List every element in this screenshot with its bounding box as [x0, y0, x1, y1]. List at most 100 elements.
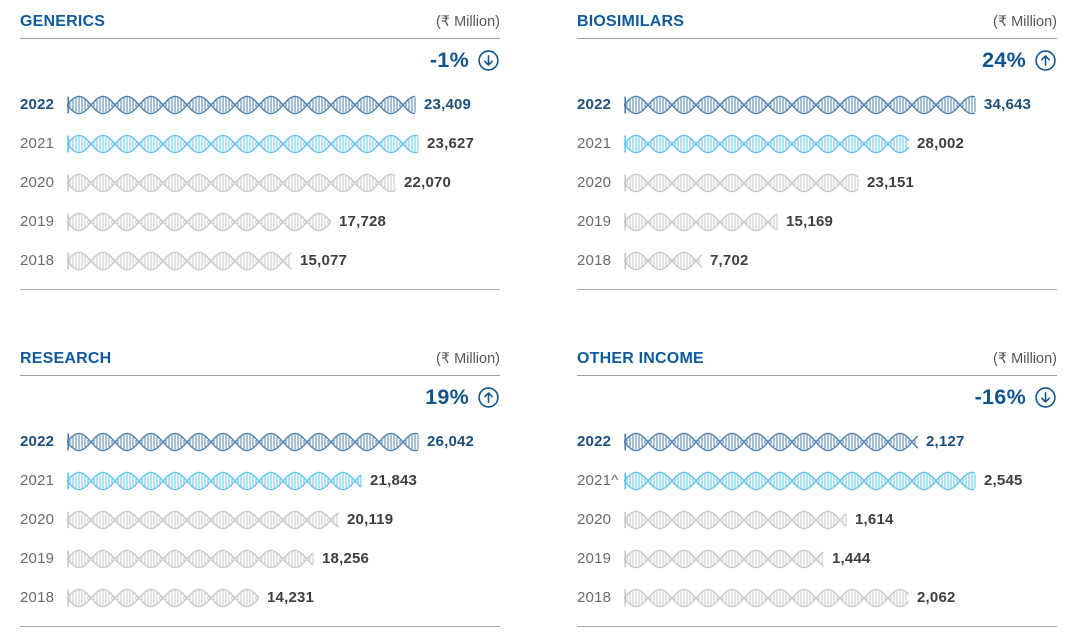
panel-header: BIOSIMILARS (₹ Million): [577, 13, 1057, 31]
value-label: 21,843: [370, 472, 418, 489]
unit-label: (₹ Million): [992, 14, 1057, 30]
value-label: 23,409: [424, 96, 472, 113]
year-label: 2018: [577, 589, 612, 606]
year-label: 2021^: [577, 472, 619, 489]
chart-row: 2018 7,702: [577, 241, 1057, 280]
year-label: 2019: [20, 550, 55, 567]
dna-helix-bar: [67, 470, 362, 492]
year-label: 2018: [20, 252, 55, 269]
unit-label: (₹ Million): [435, 14, 500, 30]
value-label: 2,062: [917, 589, 956, 606]
panel-title: GENERICS: [20, 13, 106, 30]
dna-helix-bar: [624, 250, 702, 272]
dna-helix-bar: [67, 587, 259, 609]
year-label: 2022: [577, 96, 612, 113]
value-label: 22,070: [404, 174, 452, 191]
year-label: 2018: [20, 589, 55, 606]
value-label: 14,231: [267, 589, 315, 606]
chart-row: 2022 2,127: [577, 422, 1057, 461]
dna-helix-bar: [624, 509, 847, 531]
chart-rows: 2022 26,042 2021 21,843 2020 20,119 2019…: [20, 422, 500, 617]
divider: [20, 38, 500, 39]
year-label: 2022: [20, 96, 55, 113]
change-value: 24%: [982, 47, 1026, 72]
chart-row: 2019 1,444: [577, 539, 1057, 578]
chart-rows: 2022 23,409 2021 23,627 2020 22,070 2019…: [20, 85, 500, 280]
chart-rows: 2022 34,643 2021 28,002 2020 23,151 2019…: [577, 85, 1057, 280]
panel-title: OTHER INCOME: [577, 350, 704, 367]
chart-row: 2018 14,231: [20, 578, 500, 617]
chart-row: 2019 17,728: [20, 202, 500, 241]
panel-biosimilars: BIOSIMILARS (₹ Million) 24% 2022 34,643 …: [577, 13, 1057, 290]
year-label: 2020: [20, 174, 55, 191]
panel-other-income: OTHER INCOME (₹ Million) -16% 2022 2,127…: [577, 350, 1057, 627]
chart-row: 2018 2,062: [577, 578, 1057, 617]
chart-rows: 2022 2,127 2021^ 2,545 2020 1,614 2019 1…: [577, 422, 1057, 617]
value-label: 15,169: [786, 213, 834, 230]
year-label: 2022: [577, 433, 612, 450]
dna-helix-bar: [624, 470, 976, 492]
value-label: 1,444: [832, 550, 871, 567]
divider: [577, 38, 1057, 39]
chart-row: 2022 26,042: [20, 422, 500, 461]
value-label: 18,256: [322, 550, 370, 567]
value-label: 28,002: [917, 135, 965, 152]
dna-helix-bar: [624, 133, 909, 155]
dna-helix-bar: [67, 548, 314, 570]
change-row: 19%: [20, 384, 500, 410]
chart-row: 2022 23,409: [20, 85, 500, 124]
value-label: 17,728: [339, 213, 387, 230]
chart-row: 2021^ 2,545: [577, 461, 1057, 500]
panel-title: BIOSIMILARS: [577, 13, 685, 30]
chart-row: 2018 15,077: [20, 241, 500, 280]
circle-arrow-down-icon: [477, 49, 500, 72]
dna-helix-bar: [67, 211, 331, 233]
divider: [577, 289, 1057, 290]
unit-label: (₹ Million): [435, 351, 500, 367]
year-label: 2018: [577, 252, 612, 269]
dna-helix-bar: [624, 431, 918, 453]
unit-label: (₹ Million): [992, 351, 1057, 367]
year-label: 2021: [20, 135, 55, 152]
change-value: -16%: [974, 384, 1026, 409]
circle-arrow-up-icon: [1034, 49, 1057, 72]
value-label: 23,151: [867, 174, 915, 191]
value-label: 1,614: [855, 511, 894, 528]
change-row: -1%: [20, 47, 500, 73]
year-label: 2020: [577, 174, 612, 191]
dna-helix-bar: [624, 587, 909, 609]
divider: [20, 289, 500, 290]
chart-row: 2020 22,070: [20, 163, 500, 202]
year-label: 2019: [577, 213, 612, 230]
dna-helix-bar: [67, 94, 416, 116]
value-label: 15,077: [300, 252, 348, 269]
value-label: 23,627: [427, 135, 475, 152]
dna-helix-bar: [67, 431, 419, 453]
value-label: 7,702: [710, 252, 749, 269]
change-value: -1%: [429, 47, 469, 72]
chart-row: 2021 23,627: [20, 124, 500, 163]
value-label: 2,545: [984, 472, 1023, 489]
dna-helix-bar: [624, 94, 976, 116]
divider: [577, 375, 1057, 376]
chart-row: 2020 23,151: [577, 163, 1057, 202]
change-row: -16%: [577, 384, 1057, 410]
year-label: 2020: [577, 511, 612, 528]
year-label: 2021: [577, 135, 612, 152]
divider: [20, 626, 500, 627]
dna-helix-bar: [624, 548, 824, 570]
dna-helix-bar: [67, 172, 396, 194]
panel-generics: GENERICS (₹ Million) -1% 2022 23,409 202…: [20, 13, 500, 290]
chart-row: 2020 20,119: [20, 500, 500, 539]
circle-arrow-up-icon: [477, 386, 500, 409]
divider: [20, 375, 500, 376]
year-label: 2019: [20, 213, 55, 230]
value-label: 2,127: [926, 433, 965, 450]
chart-row: 2020 1,614: [577, 500, 1057, 539]
panel-header: RESEARCH (₹ Million): [20, 350, 500, 368]
dna-helix-bar: [67, 133, 419, 155]
value-label: 34,643: [984, 96, 1032, 113]
dna-helix-bar: [67, 509, 339, 531]
chart-row: 2019 18,256: [20, 539, 500, 578]
